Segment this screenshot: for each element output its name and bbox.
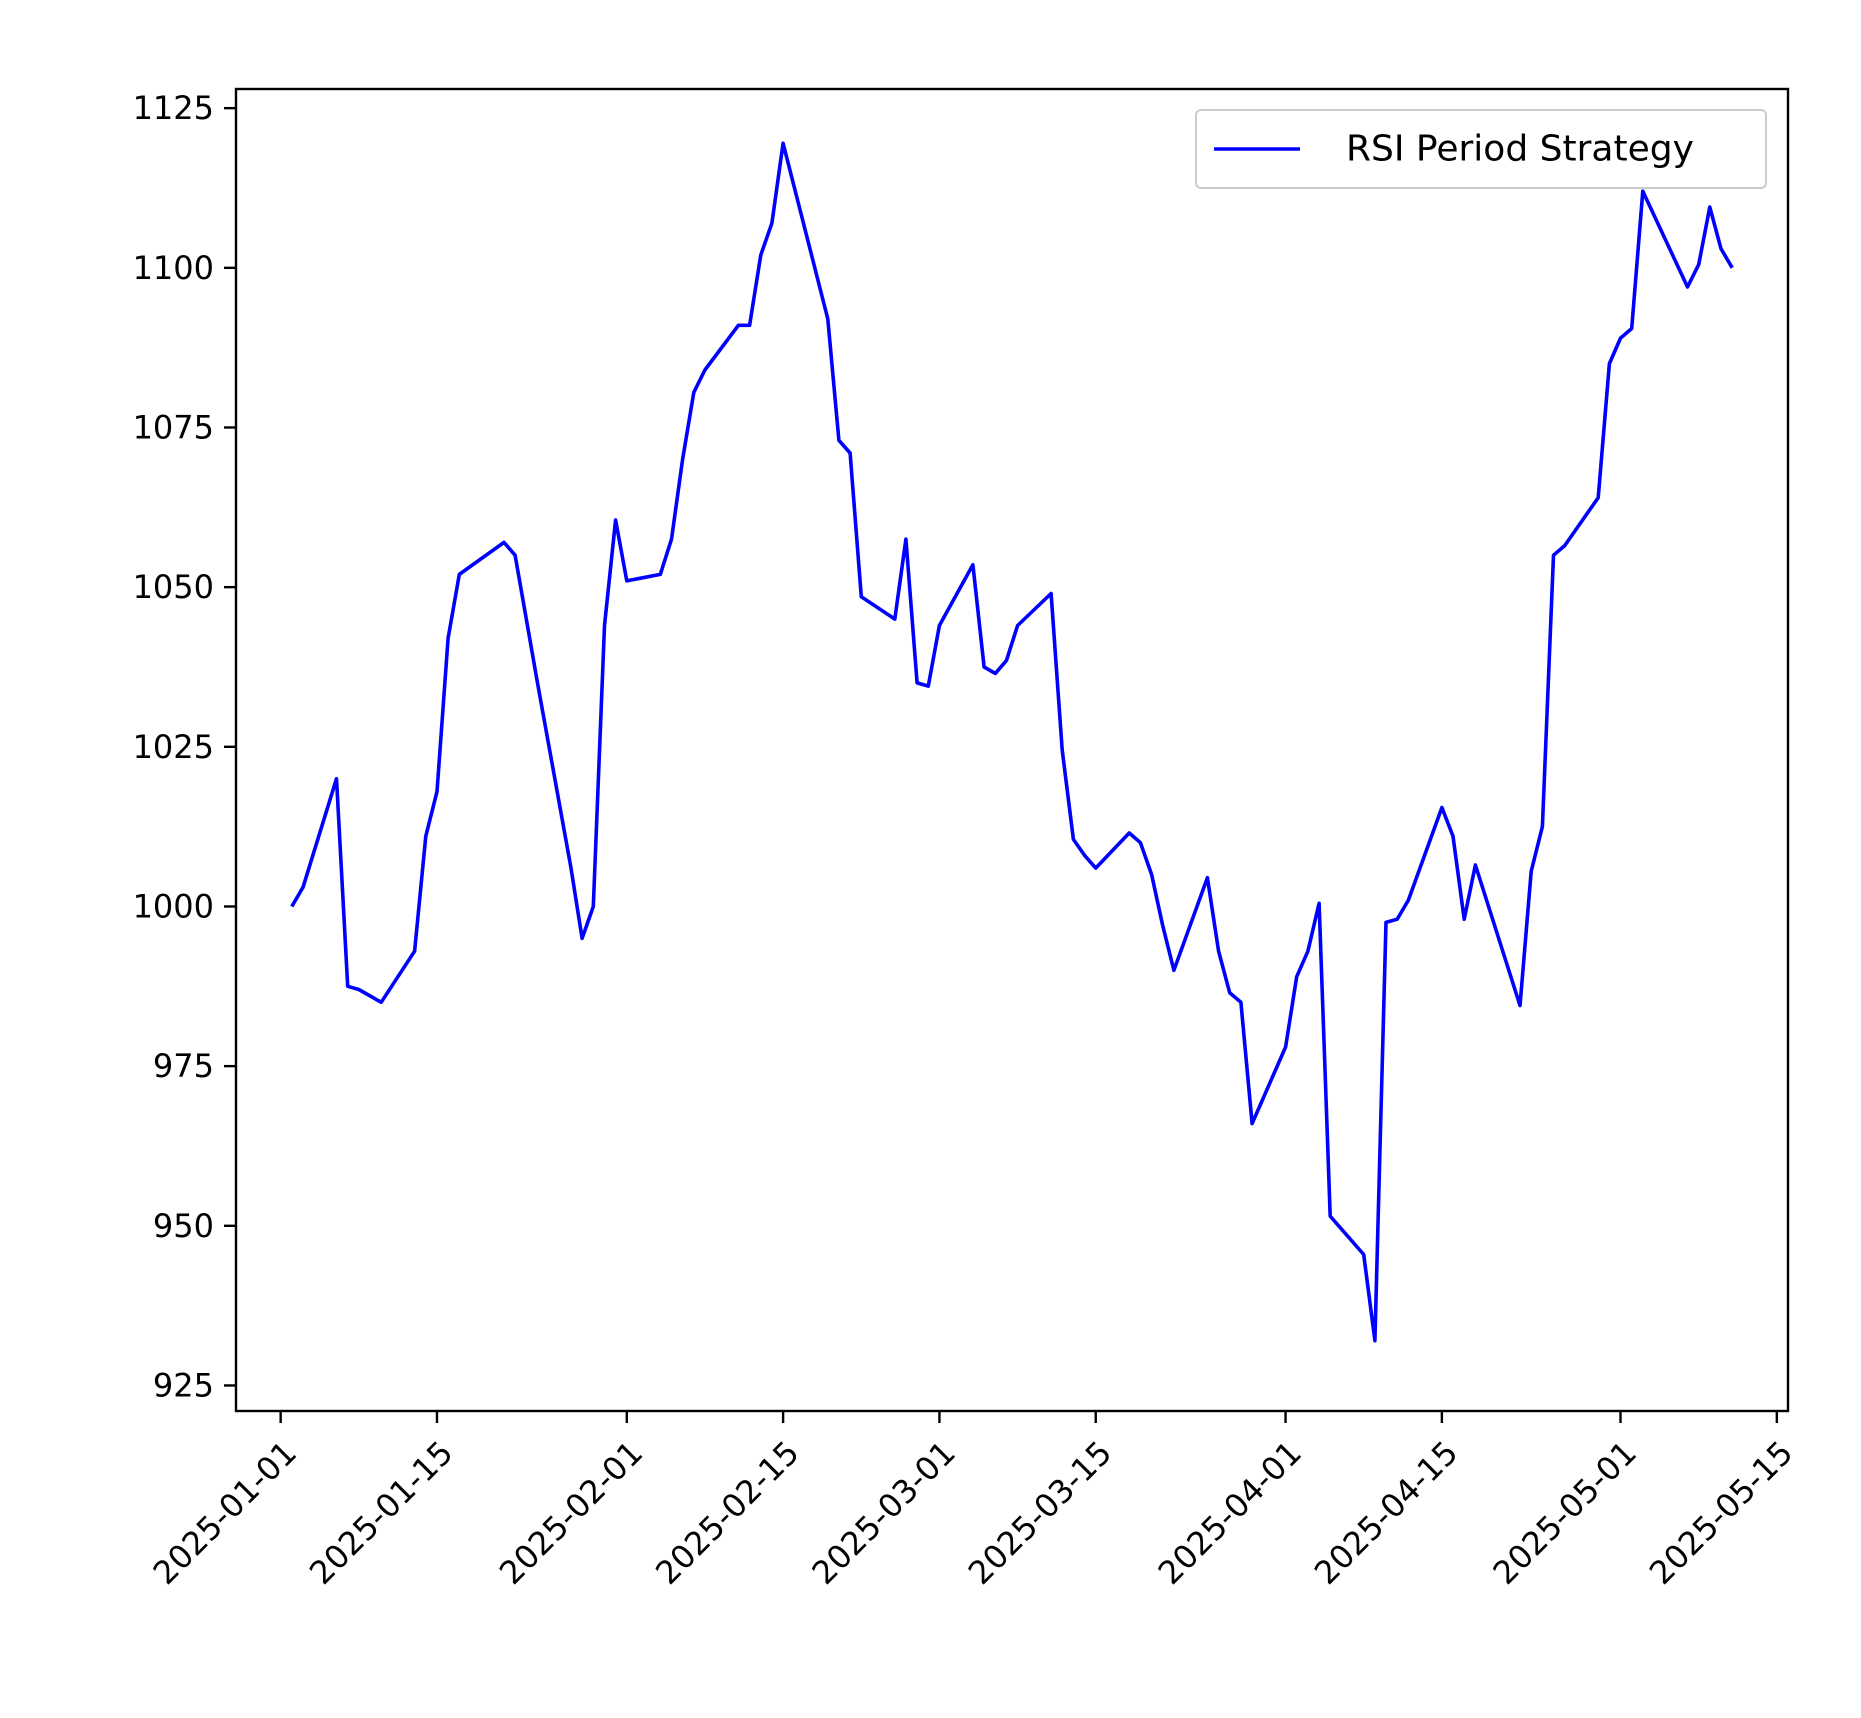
y-tick-label: 1100 <box>133 249 214 287</box>
plot-frame <box>234 87 1790 1413</box>
x-tick-label: 2025-03-01 <box>804 1434 962 1592</box>
y-tick-label: 1000 <box>133 887 214 925</box>
y-tick-label: 1025 <box>133 728 214 766</box>
x-tick-label: 2025-05-15 <box>1642 1434 1800 1592</box>
x-tick-label: 2025-01-01 <box>146 1434 304 1592</box>
x-tick-label: 2025-02-15 <box>648 1434 806 1592</box>
x-tick-label: 2025-01-15 <box>302 1434 460 1592</box>
x-tick-label: 2025-02-01 <box>492 1434 650 1592</box>
x-tick-label: 2025-04-01 <box>1151 1434 1309 1592</box>
y-tick-label: 950 <box>153 1207 214 1245</box>
x-tick-label: 2025-04-15 <box>1307 1434 1465 1592</box>
legend: RSI Period Strategy <box>1195 109 1767 189</box>
plot-area <box>236 89 1788 1411</box>
legend-box <box>1195 109 1767 189</box>
y-tick-label: 975 <box>153 1047 214 1085</box>
series-layer <box>290 141 1734 1343</box>
y-axis-ticks: 925 950 975 1000 1025 1050 1075 1100 1125 <box>133 89 236 1404</box>
legend-label: RSI Period Strategy <box>1346 129 1694 170</box>
y-tick-label: 1125 <box>133 89 214 127</box>
x-tick-label: 2025-03-15 <box>961 1434 1119 1592</box>
y-tick-label: 1075 <box>133 408 214 446</box>
x-tick-label: 2025-05-01 <box>1486 1434 1644 1592</box>
y-tick-label: 925 <box>153 1366 214 1404</box>
series-line-rsi-period-strategy <box>290 141 1734 1343</box>
y-tick-label: 1050 <box>133 568 214 606</box>
